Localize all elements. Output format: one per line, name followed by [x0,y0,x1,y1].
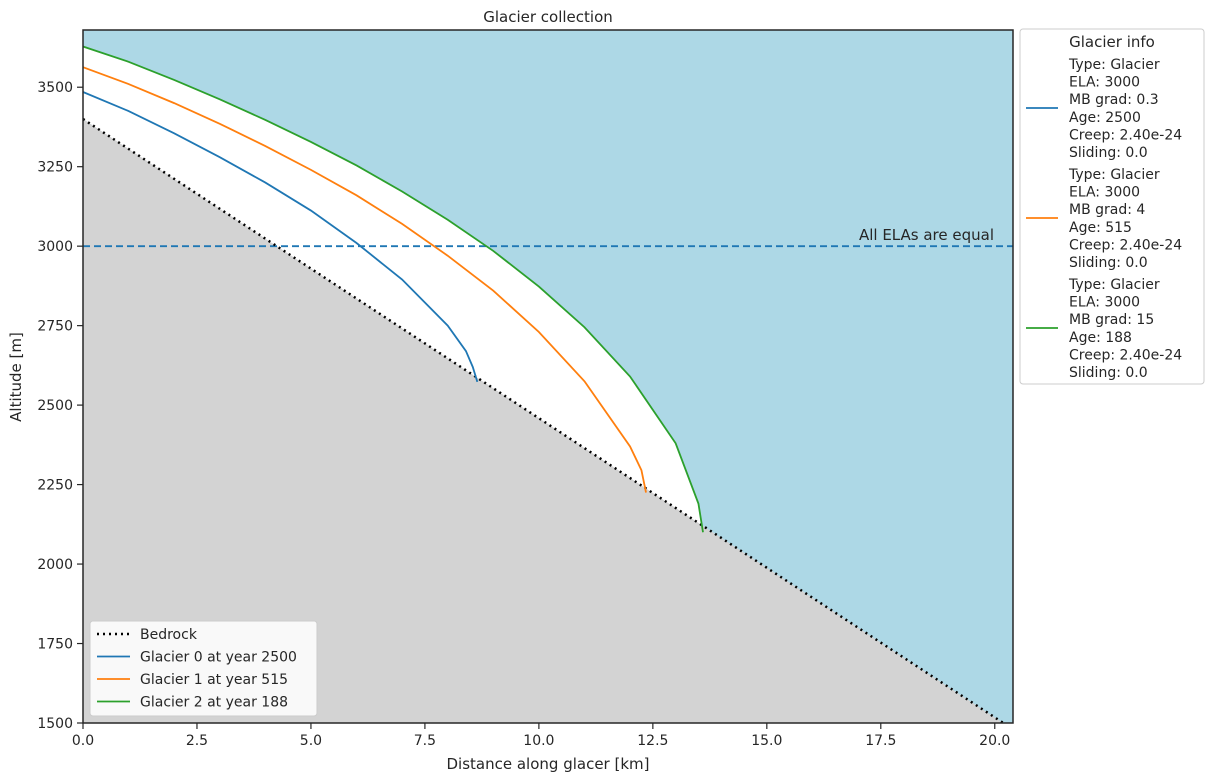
info-entry-line: Age: 515 [1069,220,1132,236]
x-tick-label: 0.0 [72,733,94,749]
info-entry-line: MB grad: 4 [1069,202,1145,218]
x-tick-label: 12.5 [637,733,668,749]
info-legend-title: Glacier info [1069,33,1155,51]
info-entry-line: Type: Glacier [1068,167,1160,183]
info-legend-box [1019,28,1205,385]
info-entry-line: Age: 188 [1069,330,1132,346]
glacier-0-surface-line [83,91,479,383]
ela-annotation: All ELAs are equal [859,226,994,244]
legend-label: Glacier 0 at year 2500 [140,650,297,666]
x-tick-label: 2.5 [186,733,208,749]
info-entry-line: Sliding: 0.0 [1069,145,1148,161]
info-entry-line: Type: Glacier [1068,57,1160,73]
info-entry-line: ELA: 3000 [1069,185,1140,201]
x-tick-label: 10.0 [523,733,554,749]
x-tick-label: 15.0 [751,733,782,749]
x-tick-label: 20.0 [979,733,1010,749]
legend-box [89,620,318,717]
info-entry-line: Creep: 2.40e-24 [1069,237,1182,253]
x-tick-label: 7.5 [414,733,436,749]
info-entry-line: Creep: 2.40e-24 [1069,347,1182,363]
y-tick-label: 2250 [37,478,73,494]
info-entry-line: Creep: 2.40e-24 [1069,127,1182,143]
bedrock-fill [83,119,1004,723]
plot-area: All ELAs are equal 0.0 2.5 5.0 7.5 10.0 12.5 15… [37,29,1014,749]
y-tick-label: 2000 [37,557,73,573]
glacier-1-surface-line [83,66,647,493]
y-tick-label: 3000 [37,239,73,255]
info-entry-line: Type: Glacier [1068,277,1160,293]
info-entry-line: Age: 2500 [1069,110,1141,126]
info-entry-line: ELA: 3000 [1069,295,1140,311]
x-axis-title: Distance along glacer [km] [447,755,650,773]
x-tick-label: 5.0 [300,733,322,749]
y-tick-label: 1500 [37,716,73,732]
info-entry-line: Sliding: 0.0 [1069,365,1148,381]
x-tick-label: 17.5 [865,733,896,749]
legend-label: Glacier 2 at year 188 [140,695,288,711]
y-tick-label: 3250 [37,160,73,176]
series-legend: Bedrock Glacier 0 at year 2500 Glacier 1 a… [89,620,318,717]
y-tick-label: 2750 [37,319,73,335]
plot-frame [82,29,1014,724]
y-tick-label: 1750 [37,637,73,653]
legend-label: Bedrock [140,627,198,643]
glacier-2-surface-line [83,45,704,533]
chart-title: Glacier collection [483,8,613,26]
legend-label: Glacier 1 at year 515 [140,672,288,688]
info-entry-line: Sliding: 0.0 [1069,255,1148,271]
y-tick-label: 2500 [37,398,73,414]
info-entry-line: ELA: 3000 [1069,75,1140,91]
info-entry-line: MB grad: 15 [1069,312,1154,328]
info-entry-line: MB grad: 0.3 [1069,92,1159,108]
y-axis-title: Altitude [m] [7,332,25,422]
y-tick-label: 3500 [37,80,73,96]
